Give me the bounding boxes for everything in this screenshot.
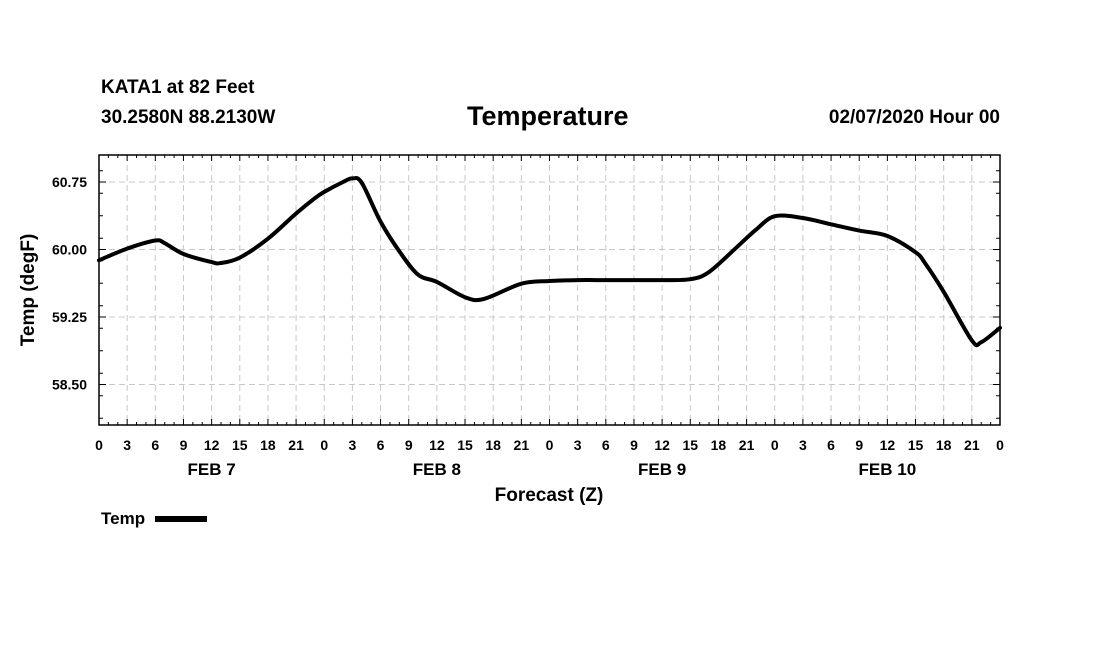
x-tick-label: 3 [349, 437, 357, 453]
x-tick-label: 0 [996, 437, 1004, 453]
x-tick-label: 3 [574, 437, 582, 453]
y-tick-label: 58.50 [52, 377, 87, 393]
x-tick-label: 21 [739, 437, 755, 453]
x-tick-label: 6 [602, 437, 610, 453]
x-tick-label: 0 [771, 437, 779, 453]
x-tick-label: 12 [654, 437, 670, 453]
x-tick-label: 18 [485, 437, 501, 453]
x-tick-label: 15 [232, 437, 248, 453]
x-tick-label: 9 [630, 437, 638, 453]
legend-line-swatch [155, 516, 208, 522]
coordinates-label: 30.2580N 88.2130W [101, 107, 276, 128]
x-tick-label: 12 [880, 437, 896, 453]
x-tick-label: 21 [288, 437, 304, 453]
station-label: KATA1 at 82 Feet [101, 77, 255, 98]
x-tick-label: 15 [457, 437, 473, 453]
y-tick-label: 60.00 [52, 242, 87, 258]
legend: Temp [101, 509, 208, 529]
x-tick-label: 18 [260, 437, 276, 453]
x-tick-label: 0 [546, 437, 554, 453]
x-tick-label: 6 [827, 437, 835, 453]
x-axis-label: Forecast (Z) [495, 485, 604, 506]
x-tick-label: 21 [514, 437, 530, 453]
x-tick-label: 12 [429, 437, 445, 453]
temp-series-line [97, 175, 1002, 348]
x-tick-label: 18 [711, 437, 727, 453]
grid-lines [99, 155, 1000, 425]
y-tick-label: 60.75 [52, 174, 87, 190]
axis-ticks [98, 155, 1001, 425]
x-tick-label: 0 [95, 437, 103, 453]
day-label: FEB 7 [188, 460, 236, 479]
x-tick-label: 15 [682, 437, 698, 453]
x-tick-label: 12 [204, 437, 220, 453]
x-tick-label: 6 [377, 437, 385, 453]
x-tick-label: 9 [405, 437, 413, 453]
day-label: FEB 8 [413, 460, 461, 479]
x-tick-label: 18 [936, 437, 952, 453]
x-tick-label: 15 [908, 437, 924, 453]
x-tick-label: 3 [123, 437, 131, 453]
legend-label: Temp [101, 509, 146, 528]
chart-title: Temperature [467, 101, 629, 131]
x-tick-label: 9 [180, 437, 188, 453]
x-tick-label: 6 [151, 437, 159, 453]
day-label: FEB 9 [638, 460, 686, 479]
x-tick-label: 9 [855, 437, 863, 453]
x-tick-label: 3 [799, 437, 807, 453]
x-tick-label: 21 [964, 437, 980, 453]
y-tick-label: 59.25 [52, 309, 87, 325]
run-time-label: 02/07/2020 Hour 00 [828, 107, 1000, 128]
x-tick-label: 0 [320, 437, 328, 453]
axis-tick-labels: 0 3 6 9 12 15 18 21 0 3 6 9 12 15 18 21 0 3 6 9 12 15 18 21 0 3 6 9… [52, 174, 1004, 479]
y-axis-label: Temp (degF) [18, 234, 39, 347]
day-label: FEB 10 [859, 460, 917, 479]
